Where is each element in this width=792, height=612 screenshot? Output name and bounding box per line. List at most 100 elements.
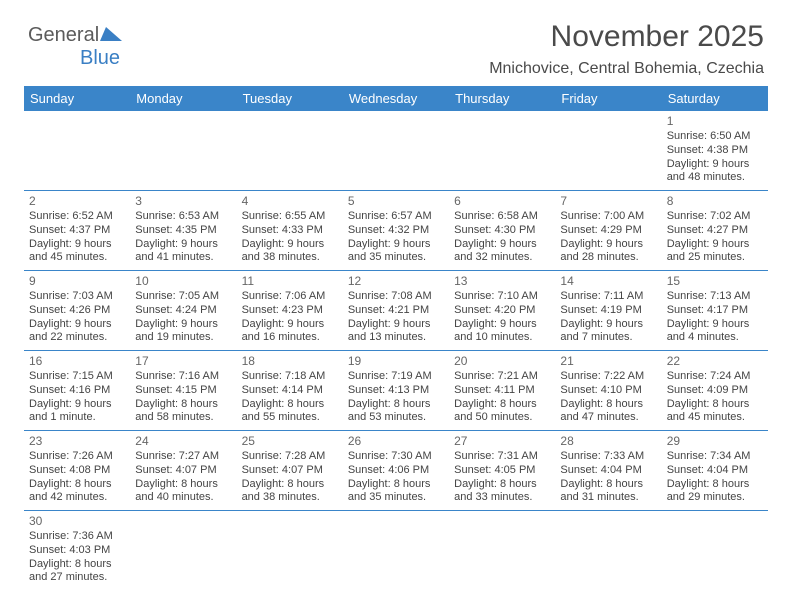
daylight2-text: and 38 minutes. bbox=[242, 251, 338, 265]
sunset-text: Sunset: 4:29 PM bbox=[560, 224, 656, 238]
sunset-text: Sunset: 4:03 PM bbox=[29, 544, 125, 558]
calendar-cell: 26Sunrise: 7:30 AMSunset: 4:06 PMDayligh… bbox=[343, 431, 449, 511]
daylight1-text: Daylight: 8 hours bbox=[29, 478, 125, 492]
day-number: 7 bbox=[560, 194, 656, 209]
calendar-cell bbox=[343, 111, 449, 191]
calendar-cell: 25Sunrise: 7:28 AMSunset: 4:07 PMDayligh… bbox=[237, 431, 343, 511]
daylight1-text: Daylight: 9 hours bbox=[29, 398, 125, 412]
calendar-cell: 16Sunrise: 7:15 AMSunset: 4:16 PMDayligh… bbox=[24, 351, 130, 431]
day-number: 2 bbox=[29, 194, 125, 209]
sunrise-text: Sunrise: 7:16 AM bbox=[135, 370, 231, 384]
daylight1-text: Daylight: 9 hours bbox=[348, 318, 444, 332]
daylight1-text: Daylight: 9 hours bbox=[135, 318, 231, 332]
daylight1-text: Daylight: 8 hours bbox=[348, 398, 444, 412]
calendar-cell: 15Sunrise: 7:13 AMSunset: 4:17 PMDayligh… bbox=[662, 271, 768, 351]
daylight1-text: Daylight: 8 hours bbox=[560, 398, 656, 412]
day-number: 8 bbox=[667, 194, 763, 209]
daylight2-text: and 50 minutes. bbox=[454, 411, 550, 425]
daylight1-text: Daylight: 9 hours bbox=[348, 238, 444, 252]
daylight2-text: and 35 minutes. bbox=[348, 251, 444, 265]
weekday-header: Tuesday bbox=[237, 86, 343, 111]
sunrise-text: Sunrise: 7:06 AM bbox=[242, 290, 338, 304]
day-number: 17 bbox=[135, 354, 231, 369]
daylight1-text: Daylight: 9 hours bbox=[242, 238, 338, 252]
calendar-table: SundayMondayTuesdayWednesdayThursdayFrid… bbox=[24, 86, 768, 590]
calendar-cell: 2Sunrise: 6:52 AMSunset: 4:37 PMDaylight… bbox=[24, 191, 130, 271]
daylight1-text: Daylight: 8 hours bbox=[242, 398, 338, 412]
sunrise-text: Sunrise: 6:55 AM bbox=[242, 210, 338, 224]
daylight2-text: and 42 minutes. bbox=[29, 491, 125, 505]
sunrise-text: Sunrise: 7:00 AM bbox=[560, 210, 656, 224]
sunrise-text: Sunrise: 6:57 AM bbox=[348, 210, 444, 224]
daylight2-text: and 19 minutes. bbox=[135, 331, 231, 345]
sunrise-text: Sunrise: 7:24 AM bbox=[667, 370, 763, 384]
sunset-text: Sunset: 4:14 PM bbox=[242, 384, 338, 398]
sunset-text: Sunset: 4:07 PM bbox=[242, 464, 338, 478]
day-number: 1 bbox=[667, 114, 763, 129]
calendar-row: 23Sunrise: 7:26 AMSunset: 4:08 PMDayligh… bbox=[24, 431, 768, 511]
sunrise-text: Sunrise: 7:36 AM bbox=[29, 530, 125, 544]
day-number: 28 bbox=[560, 434, 656, 449]
calendar-cell: 19Sunrise: 7:19 AMSunset: 4:13 PMDayligh… bbox=[343, 351, 449, 431]
sunset-text: Sunset: 4:16 PM bbox=[29, 384, 125, 398]
sunset-text: Sunset: 4:26 PM bbox=[29, 304, 125, 318]
sunrise-text: Sunrise: 7:28 AM bbox=[242, 450, 338, 464]
calendar-cell: 10Sunrise: 7:05 AMSunset: 4:24 PMDayligh… bbox=[130, 271, 236, 351]
calendar-cell: 13Sunrise: 7:10 AMSunset: 4:20 PMDayligh… bbox=[449, 271, 555, 351]
sunset-text: Sunset: 4:23 PM bbox=[242, 304, 338, 318]
sunrise-text: Sunrise: 6:53 AM bbox=[135, 210, 231, 224]
calendar-cell bbox=[130, 111, 236, 191]
calendar-row: 16Sunrise: 7:15 AMSunset: 4:16 PMDayligh… bbox=[24, 351, 768, 431]
day-number: 20 bbox=[454, 354, 550, 369]
calendar-cell: 3Sunrise: 6:53 AMSunset: 4:35 PMDaylight… bbox=[130, 191, 236, 271]
sunset-text: Sunset: 4:15 PM bbox=[135, 384, 231, 398]
day-number: 12 bbox=[348, 274, 444, 289]
daylight2-text: and 7 minutes. bbox=[560, 331, 656, 345]
daylight2-text: and 38 minutes. bbox=[242, 491, 338, 505]
daylight2-text: and 13 minutes. bbox=[348, 331, 444, 345]
calendar-cell bbox=[555, 111, 661, 191]
daylight1-text: Daylight: 8 hours bbox=[135, 478, 231, 492]
daylight2-text: and 28 minutes. bbox=[560, 251, 656, 265]
calendar-cell: 17Sunrise: 7:16 AMSunset: 4:15 PMDayligh… bbox=[130, 351, 236, 431]
day-number: 24 bbox=[135, 434, 231, 449]
sunrise-text: Sunrise: 7:30 AM bbox=[348, 450, 444, 464]
daylight2-text: and 41 minutes. bbox=[135, 251, 231, 265]
header: November 2025 Mnichovice, Central Bohemi… bbox=[24, 20, 764, 78]
weekday-header: Wednesday bbox=[343, 86, 449, 111]
sunrise-text: Sunrise: 7:10 AM bbox=[454, 290, 550, 304]
sunset-text: Sunset: 4:04 PM bbox=[560, 464, 656, 478]
day-number: 29 bbox=[667, 434, 763, 449]
weekday-header: Thursday bbox=[449, 86, 555, 111]
daylight1-text: Daylight: 8 hours bbox=[454, 398, 550, 412]
sunrise-text: Sunrise: 7:27 AM bbox=[135, 450, 231, 464]
day-number: 22 bbox=[667, 354, 763, 369]
daylight2-text: and 32 minutes. bbox=[454, 251, 550, 265]
day-number: 13 bbox=[454, 274, 550, 289]
day-number: 9 bbox=[29, 274, 125, 289]
day-number: 26 bbox=[348, 434, 444, 449]
sunset-text: Sunset: 4:37 PM bbox=[29, 224, 125, 238]
daylight1-text: Daylight: 9 hours bbox=[29, 238, 125, 252]
sunset-text: Sunset: 4:24 PM bbox=[135, 304, 231, 318]
calendar-cell: 28Sunrise: 7:33 AMSunset: 4:04 PMDayligh… bbox=[555, 431, 661, 511]
sunset-text: Sunset: 4:17 PM bbox=[667, 304, 763, 318]
calendar-cell: 9Sunrise: 7:03 AMSunset: 4:26 PMDaylight… bbox=[24, 271, 130, 351]
daylight2-text: and 45 minutes. bbox=[29, 251, 125, 265]
daylight2-text: and 45 minutes. bbox=[667, 411, 763, 425]
calendar-cell: 30Sunrise: 7:36 AMSunset: 4:03 PMDayligh… bbox=[24, 511, 130, 591]
sunrise-text: Sunrise: 6:58 AM bbox=[454, 210, 550, 224]
day-number: 5 bbox=[348, 194, 444, 209]
calendar-cell: 8Sunrise: 7:02 AMSunset: 4:27 PMDaylight… bbox=[662, 191, 768, 271]
sunrise-text: Sunrise: 7:31 AM bbox=[454, 450, 550, 464]
daylight2-text: and 27 minutes. bbox=[29, 571, 125, 585]
sunset-text: Sunset: 4:08 PM bbox=[29, 464, 125, 478]
daylight2-text: and 48 minutes. bbox=[667, 171, 763, 185]
calendar-cell: 5Sunrise: 6:57 AMSunset: 4:32 PMDaylight… bbox=[343, 191, 449, 271]
daylight1-text: Daylight: 9 hours bbox=[667, 238, 763, 252]
sunset-text: Sunset: 4:06 PM bbox=[348, 464, 444, 478]
daylight1-text: Daylight: 8 hours bbox=[454, 478, 550, 492]
sunset-text: Sunset: 4:21 PM bbox=[348, 304, 444, 318]
sunset-text: Sunset: 4:11 PM bbox=[454, 384, 550, 398]
calendar-row: 2Sunrise: 6:52 AMSunset: 4:37 PMDaylight… bbox=[24, 191, 768, 271]
